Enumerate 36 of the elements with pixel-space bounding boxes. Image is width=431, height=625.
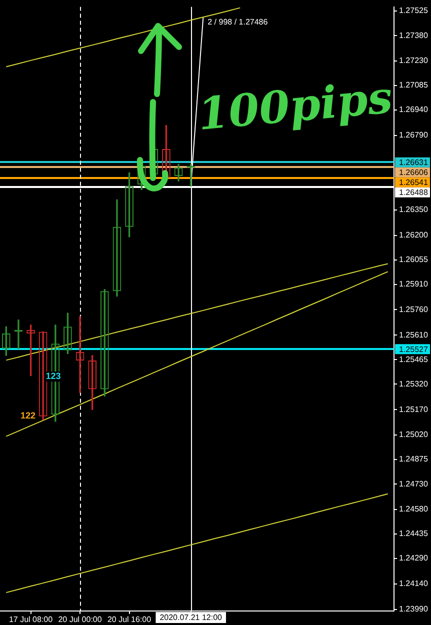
y-tick-label: 1.24140 [399, 579, 428, 588]
ref-line-label: 1.26631 [399, 158, 428, 168]
y-tick-label: 1.25610 [399, 330, 428, 340]
y-tick-label: 1.26055 [399, 255, 428, 264]
y-tick-label: 1.27380 [399, 30, 428, 40]
y-tick-label: 1.27525 [399, 6, 428, 16]
x-tick-label: 17 Jul 08:00 [8, 615, 54, 624]
y-tick-label: 1.26200 [399, 230, 428, 240]
y-tick-label: 1.24875 [399, 454, 428, 464]
y-tick-label: 1.25760 [399, 304, 428, 314]
y-tick-label: 1.25910 [399, 280, 428, 289]
annotation: 123 [46, 371, 61, 382]
ref-line-label: 1.25527 [399, 344, 428, 354]
x-tick-label: 20 Jul 00:00 [58, 615, 102, 624]
ref-line-label: 1.26541 [399, 178, 428, 188]
y-tick-label: 1.25020 [399, 430, 428, 440]
y-tick-label: 1.26940 [399, 105, 428, 114]
ref-line-label: 1.26488 [399, 188, 428, 198]
annotation: 122 [20, 410, 36, 420]
y-tick-label: 1.23990 [399, 604, 428, 614]
y-tick-label: 1.27085 [399, 80, 428, 90]
y-tick-label: 1.26790 [399, 130, 428, 140]
x-tick-label: 2020.07.21 12:00 [160, 613, 223, 622]
y-tick-label: 1.24435 [399, 529, 428, 538]
y-tick-label: 1.25170 [399, 404, 428, 414]
y-tick-label: 1.24580 [399, 504, 428, 514]
annotation: 2 / 998 / 1.27486 [208, 18, 268, 27]
x-tick-label: 20 Jul 16:00 [107, 615, 152, 624]
y-tick-label: 1.25465 [399, 354, 428, 364]
y-tick-label: 1.27230 [399, 56, 428, 66]
y-tick-label: 1.26350 [399, 205, 428, 214]
y-tick-label: 1.24290 [399, 554, 428, 563]
annotation: 100pips [196, 72, 395, 141]
y-tick-label: 1.25320 [399, 379, 428, 388]
y-tick-label: 1.24730 [399, 479, 428, 488]
ref-line-label: 1.26606 [399, 168, 428, 178]
